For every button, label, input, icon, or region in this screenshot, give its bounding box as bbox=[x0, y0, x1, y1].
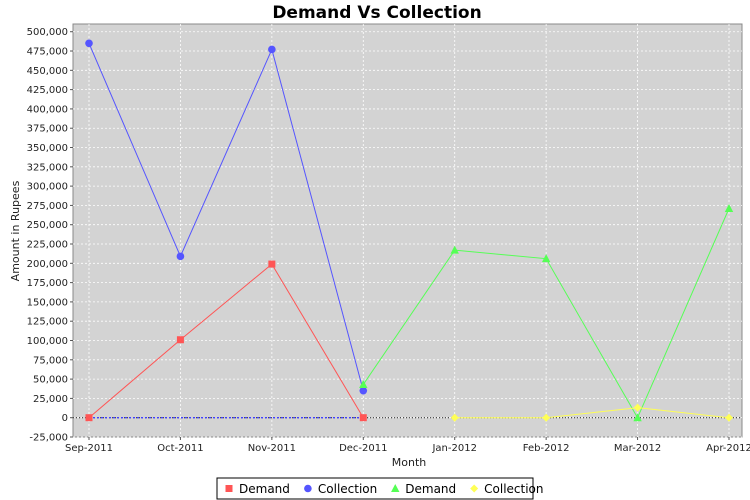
legend-marker bbox=[225, 485, 233, 492]
data-point bbox=[359, 414, 367, 422]
x-tick-label: Jan-2012 bbox=[431, 443, 476, 454]
data-point bbox=[85, 414, 93, 422]
y-tick-label: 250,000 bbox=[27, 220, 68, 231]
y-tick-label: 275,000 bbox=[27, 201, 68, 212]
data-point bbox=[450, 245, 459, 254]
y-tick-label: 175,000 bbox=[27, 278, 68, 289]
data-point bbox=[542, 413, 551, 422]
y-tick-label: 0 bbox=[62, 413, 68, 424]
y-tick-label: 500,000 bbox=[27, 27, 68, 38]
legend-marker bbox=[304, 484, 312, 493]
x-axis-label: Month bbox=[392, 456, 427, 469]
series-line bbox=[88, 43, 364, 391]
y-tick-label: 475,000 bbox=[27, 47, 68, 58]
data-point bbox=[724, 203, 734, 212]
data-point bbox=[450, 413, 459, 422]
x-tick-label: Mar-2012 bbox=[614, 443, 661, 454]
legend-item: Demand bbox=[391, 482, 456, 496]
series-2 bbox=[359, 203, 734, 422]
data-point bbox=[176, 336, 184, 344]
data-point bbox=[633, 413, 642, 422]
legend-marker bbox=[470, 484, 479, 493]
y-tick-label: 25,000 bbox=[33, 394, 68, 405]
legend-label: Collection bbox=[318, 482, 377, 496]
y-tick-label: 125,000 bbox=[27, 317, 68, 328]
y-axis-ticks: -25,000 0 25,000 50,000 75,000 100,000 125,000… bbox=[27, 27, 73, 444]
y-tick-label: 400,000 bbox=[27, 104, 68, 115]
chart-title: Demand Vs Collection bbox=[272, 3, 481, 23]
y-tick-label: 325,000 bbox=[27, 162, 68, 173]
x-tick-label: Nov-2011 bbox=[248, 443, 296, 454]
x-tick-label: Oct-2011 bbox=[157, 443, 203, 454]
y-tick-label: 100,000 bbox=[27, 336, 68, 347]
y-tick-label: -25,000 bbox=[29, 433, 68, 444]
x-tick-label: Feb-2012 bbox=[523, 443, 570, 454]
data-point bbox=[176, 252, 185, 261]
y-tick-label: 200,000 bbox=[27, 259, 68, 270]
y-tick-label: 50,000 bbox=[33, 375, 68, 386]
y-tick-label: 425,000 bbox=[27, 85, 68, 96]
y-tick-label: 150,000 bbox=[27, 297, 68, 308]
legend: Demand Collection Demand Collection bbox=[216, 477, 544, 500]
series-group bbox=[85, 39, 734, 422]
series-0 bbox=[85, 260, 367, 422]
x-tick-label: Dec-2011 bbox=[339, 443, 387, 454]
y-tick-label: 450,000 bbox=[27, 66, 68, 77]
x-tick-label: Apr-2012 bbox=[706, 443, 750, 454]
data-point bbox=[359, 380, 368, 389]
legend-label: Collection bbox=[484, 482, 543, 496]
series-1 bbox=[85, 39, 368, 395]
y-tick-label: 300,000 bbox=[27, 182, 68, 193]
x-axis-ticks: Sep-2011 Oct-2011 Nov-2011 Dec-2011 Jan-2012… bbox=[65, 437, 750, 454]
x-tick-label: Sep-2011 bbox=[65, 443, 113, 454]
grid-lines bbox=[73, 24, 742, 438]
data-point bbox=[541, 254, 551, 263]
legend-marker bbox=[391, 484, 400, 492]
y-tick-label: 350,000 bbox=[27, 143, 68, 154]
legend-label: Demand bbox=[405, 482, 456, 496]
legend-label: Demand bbox=[239, 482, 290, 496]
data-point bbox=[725, 413, 733, 422]
data-point bbox=[633, 403, 642, 412]
series-line bbox=[88, 263, 364, 419]
series-3 bbox=[450, 403, 733, 422]
y-tick-label: 75,000 bbox=[33, 355, 68, 366]
data-point bbox=[85, 39, 93, 48]
legend-item: Collection bbox=[470, 482, 544, 496]
data-point bbox=[268, 260, 276, 268]
data-point bbox=[359, 386, 368, 395]
legend-item: Collection bbox=[304, 482, 377, 496]
y-tick-label: 375,000 bbox=[27, 124, 68, 135]
legend-item: Demand bbox=[225, 482, 290, 496]
y-tick-label: 225,000 bbox=[27, 240, 68, 251]
data-point bbox=[268, 45, 276, 54]
plot-area bbox=[72, 23, 743, 438]
series-line bbox=[454, 407, 730, 419]
y-axis-label: Amount in Rupees bbox=[9, 180, 22, 281]
legend-box bbox=[216, 477, 534, 500]
